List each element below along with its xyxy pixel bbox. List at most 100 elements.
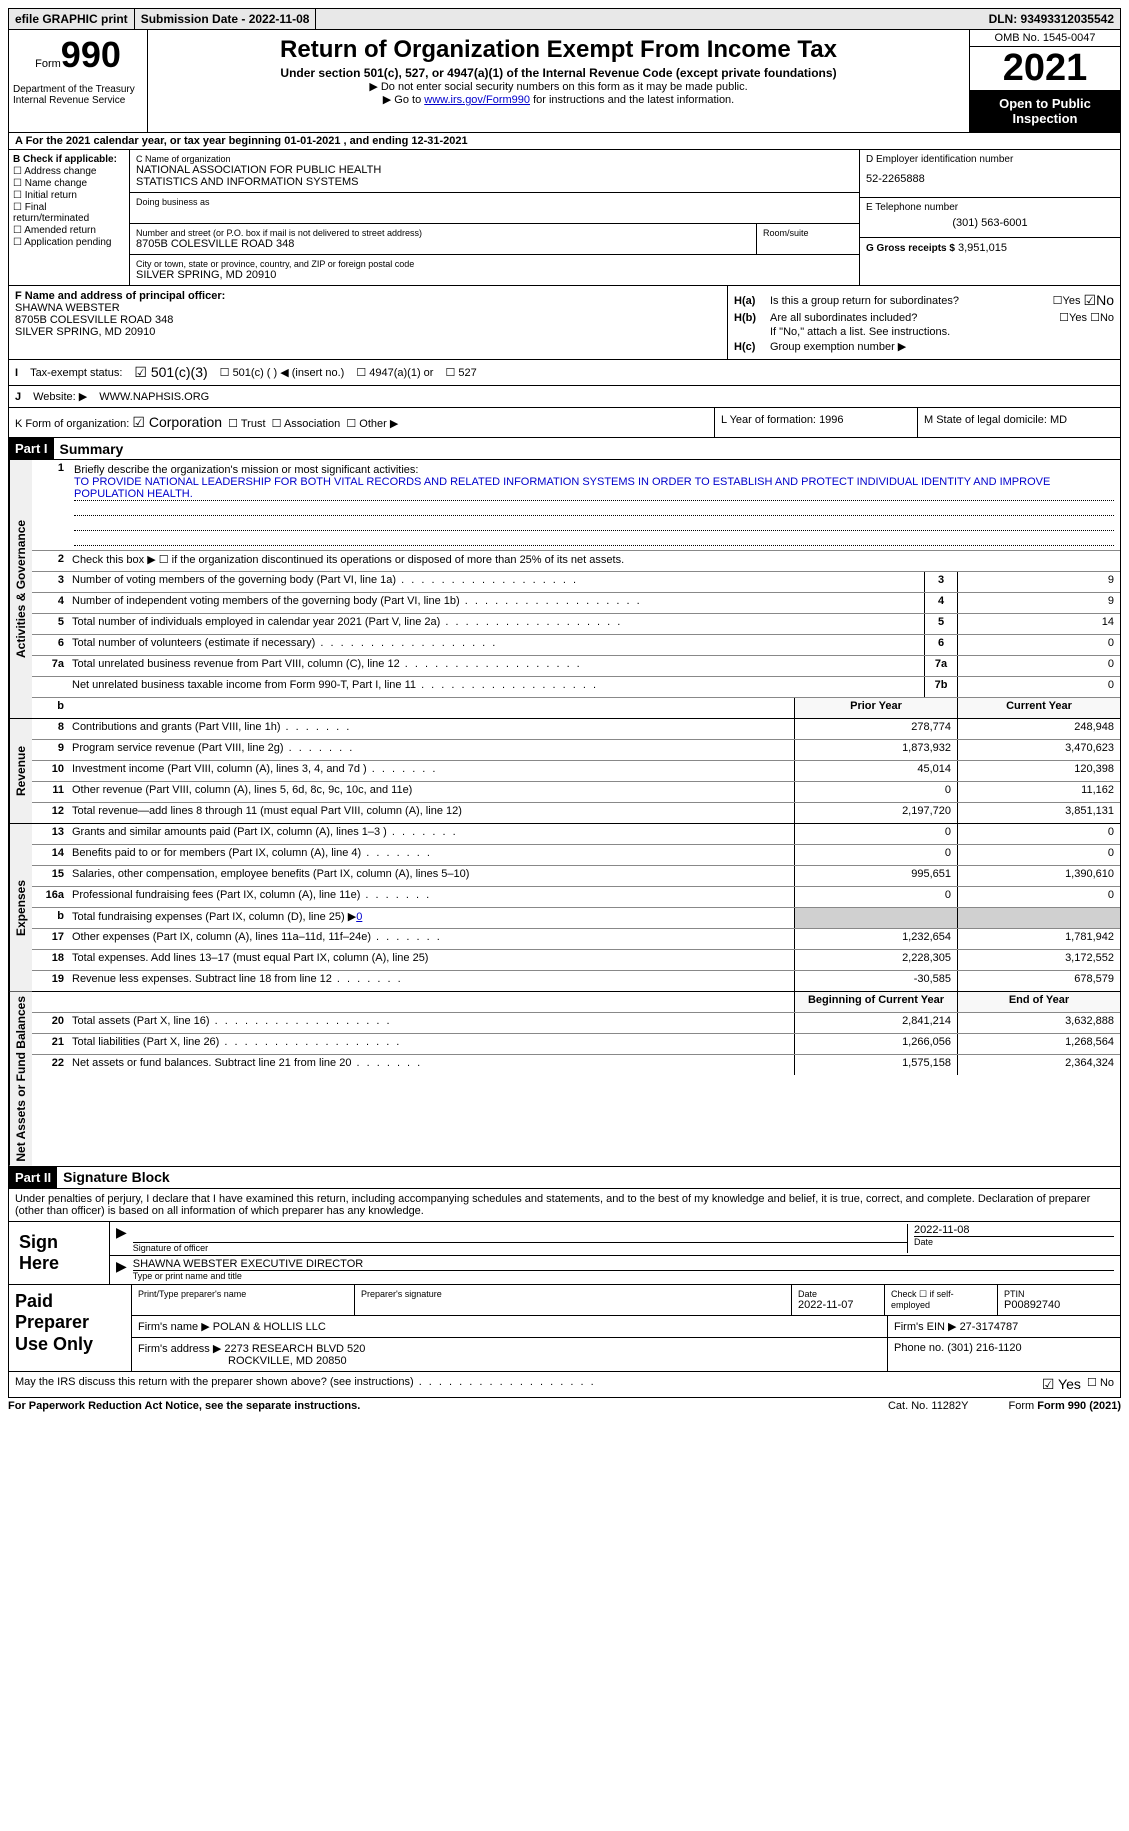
line14-desc: Benefits paid to or for members (Part IX… bbox=[68, 845, 794, 865]
line8-desc: Contributions and grants (Part VIII, lin… bbox=[68, 719, 794, 739]
org-name-label: C Name of organization bbox=[136, 154, 853, 164]
summary-netassets: Net Assets or Fund Balances Beginning of… bbox=[8, 992, 1121, 1167]
line16a-curr: 0 bbox=[957, 887, 1120, 907]
chk-association[interactable]: ☐ Association bbox=[272, 418, 341, 430]
signature-block: Under penalties of perjury, I declare th… bbox=[8, 1189, 1121, 1285]
hb-no[interactable]: ☐No bbox=[1090, 311, 1114, 324]
line17-prior: 1,232,654 bbox=[794, 929, 957, 949]
chk-application-pending[interactable]: ☐ Application pending bbox=[13, 237, 125, 248]
form-word: Form bbox=[35, 58, 61, 70]
hb-text: Are all subordinates included? bbox=[770, 312, 1059, 324]
hdr-current: Current Year bbox=[957, 698, 1120, 718]
form-subtitle: Under section 501(c), 527, or 4947(a)(1)… bbox=[152, 66, 965, 80]
line18-desc: Total expenses. Add lines 13–17 (must eq… bbox=[68, 950, 794, 970]
chk-trust[interactable]: ☐ Trust bbox=[228, 418, 265, 430]
officer-name-title: SHAWNA WEBSTER EXECUTIVE DIRECTOR bbox=[133, 1258, 1114, 1270]
chk-other[interactable]: ☐ Other ▶ bbox=[346, 418, 398, 430]
row-klm: K Form of organization: ☑ Corporation ☐ … bbox=[8, 408, 1121, 438]
line13-curr: 0 bbox=[957, 824, 1120, 844]
col-c-org-info: C Name of organization NATIONAL ASSOCIAT… bbox=[130, 150, 859, 285]
firm-addr1: 2273 RESEARCH BLVD 520 bbox=[224, 1343, 365, 1355]
preparer-name-label: Print/Type preparer's name bbox=[138, 1289, 348, 1299]
irs-link[interactable]: www.irs.gov/Form990 bbox=[424, 94, 530, 106]
chk-initial-return[interactable]: ☐ Initial return bbox=[13, 190, 125, 201]
line21-desc: Total liabilities (Part X, line 26) bbox=[68, 1034, 794, 1054]
chk-name-change[interactable]: ☐ Name change bbox=[13, 178, 125, 189]
section-governance: Activities & Governance bbox=[9, 460, 32, 718]
line7b-val: 0 bbox=[957, 677, 1120, 697]
sig-date: 2022-11-08 bbox=[914, 1224, 1114, 1236]
line22-desc: Net assets or fund balances. Subtract li… bbox=[68, 1055, 794, 1075]
hc-label: H(c) bbox=[734, 341, 770, 353]
line9-prior: 1,873,932 bbox=[794, 740, 957, 760]
chk-4947[interactable]: ☐ 4947(a)(1) or bbox=[356, 366, 433, 379]
line10-curr: 120,398 bbox=[957, 761, 1120, 781]
summary-revenue: Revenue 8Contributions and grants (Part … bbox=[8, 719, 1121, 824]
line8-prior: 278,774 bbox=[794, 719, 957, 739]
line4-val: 9 bbox=[957, 593, 1120, 613]
efile-label: efile GRAPHIC print bbox=[9, 9, 135, 29]
col-h-group: H(a) Is this a group return for subordin… bbox=[728, 286, 1120, 359]
line6-desc: Total number of volunteers (estimate if … bbox=[68, 635, 924, 655]
line22-begin: 1,575,158 bbox=[794, 1055, 957, 1075]
open-to-public: Open to Public Inspection bbox=[970, 90, 1120, 132]
chk-corporation[interactable]: ☑ Corporation bbox=[132, 414, 222, 430]
line16a-desc: Professional fundraising fees (Part IX, … bbox=[68, 887, 794, 907]
hdr-begin: Beginning of Current Year bbox=[794, 992, 957, 1012]
firm-phone: (301) 216-1120 bbox=[947, 1342, 1021, 1354]
line9-curr: 3,470,623 bbox=[957, 740, 1120, 760]
part2-header: Part II Signature Block bbox=[8, 1167, 1121, 1189]
firm-ein: 27-3174787 bbox=[960, 1321, 1019, 1333]
ha-text: Is this a group return for subordinates? bbox=[770, 295, 1053, 307]
line11-prior: 0 bbox=[794, 782, 957, 802]
line21-begin: 1,266,056 bbox=[794, 1034, 957, 1054]
ha-no[interactable]: ☑No bbox=[1084, 292, 1114, 309]
line7b-desc: Net unrelated business taxable income fr… bbox=[68, 677, 924, 697]
line17-curr: 1,781,942 bbox=[957, 929, 1120, 949]
self-employed-check[interactable]: Check ☐ if self-employed bbox=[891, 1289, 991, 1310]
org-name-line1: NATIONAL ASSOCIATION FOR PUBLIC HEALTH bbox=[136, 164, 853, 176]
ha-yes[interactable]: ☐Yes bbox=[1053, 294, 1081, 307]
cat-no: Cat. No. 11282Y bbox=[888, 1400, 969, 1412]
chk-501c[interactable]: ☐ 501(c) ( ) ◀ (insert no.) bbox=[220, 366, 345, 379]
chk-final-return[interactable]: ☐ Final return/terminated bbox=[13, 202, 125, 224]
ha-label: H(a) bbox=[734, 295, 770, 307]
hb-label: H(b) bbox=[734, 312, 770, 324]
row-j-website: J Website: ▶ WWW.NAPHSIS.ORG bbox=[8, 386, 1121, 408]
line20-end: 3,632,888 bbox=[957, 1013, 1120, 1033]
line12-prior: 2,197,720 bbox=[794, 803, 957, 823]
chk-amended-return[interactable]: ☐ Amended return bbox=[13, 225, 125, 236]
ein-value: 52-2265888 bbox=[866, 165, 1114, 193]
dln: DLN: 93493312035542 bbox=[983, 9, 1120, 29]
hb-note: If "No," attach a list. See instructions… bbox=[770, 326, 1114, 338]
irs-discuss-yes[interactable]: ☑ Yes bbox=[1042, 1376, 1081, 1393]
line18-curr: 3,172,552 bbox=[957, 950, 1120, 970]
irs-discuss-text: May the IRS discuss this return with the… bbox=[15, 1376, 596, 1393]
line11-desc: Other revenue (Part VIII, column (A), li… bbox=[68, 782, 794, 802]
line11-curr: 11,162 bbox=[957, 782, 1120, 802]
chk-address-change[interactable]: ☐ Address change bbox=[13, 166, 125, 177]
line5-val: 14 bbox=[957, 614, 1120, 634]
ptin: P00892740 bbox=[1004, 1299, 1114, 1311]
col-d-ein: D Employer identification number 52-2265… bbox=[859, 150, 1120, 285]
irs-discuss-no[interactable]: ☐ No bbox=[1087, 1376, 1114, 1393]
hdr-prior: Prior Year bbox=[794, 698, 957, 718]
line20-desc: Total assets (Part X, line 16) bbox=[68, 1013, 794, 1033]
state-domicile-label: M State of legal domicile: bbox=[924, 414, 1047, 426]
line12-desc: Total revenue—add lines 8 through 11 (mu… bbox=[68, 803, 794, 823]
section-netassets: Net Assets or Fund Balances bbox=[9, 992, 32, 1166]
line15-desc: Salaries, other compensation, employee b… bbox=[68, 866, 794, 886]
dept-label: Department of the Treasury Internal Reve… bbox=[13, 84, 143, 106]
hb-yes[interactable]: ☐Yes bbox=[1059, 311, 1087, 324]
dba-label: Doing business as bbox=[136, 197, 853, 207]
form-title: Return of Organization Exempt From Incom… bbox=[152, 36, 965, 64]
line12-curr: 3,851,131 bbox=[957, 803, 1120, 823]
chk-501c3[interactable]: ☑ 501(c)(3) bbox=[134, 364, 207, 381]
line15-curr: 1,390,610 bbox=[957, 866, 1120, 886]
gross-label: G Gross receipts $ bbox=[866, 243, 955, 254]
officer-addr2: SILVER SPRING, MD 20910 bbox=[15, 326, 721, 338]
line16a-prior: 0 bbox=[794, 887, 957, 907]
chk-527[interactable]: ☐ 527 bbox=[445, 366, 476, 379]
row-i-tax-status: I Tax-exempt status: ☑ 501(c)(3) ☐ 501(c… bbox=[8, 360, 1121, 386]
ein-label: D Employer identification number bbox=[866, 154, 1114, 165]
